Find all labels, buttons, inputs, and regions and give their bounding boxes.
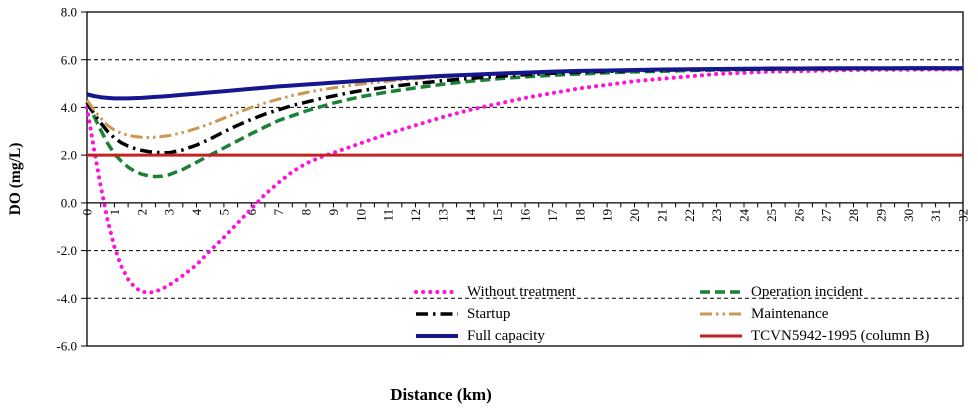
plot-generated-layer: 0 1 2 3 4 5 6 7 8 9 10 11 12 13 14 15 16 17 18 19 20 21 22 23 24… bbox=[56, 5, 970, 354]
x-tick-label: 28 bbox=[846, 209, 861, 222]
plot-border bbox=[86, 11, 964, 347]
x-tick-label: 6 bbox=[244, 208, 259, 215]
y-axis-title: DO (mg/L) bbox=[7, 143, 24, 216]
x-tick-label: 21 bbox=[654, 209, 669, 222]
x-tick-label: 32 bbox=[956, 209, 971, 222]
x-tick-label: 5 bbox=[216, 209, 231, 216]
y-tick-label: 2.0 bbox=[61, 148, 77, 163]
x-tick-label: 18 bbox=[572, 209, 587, 222]
x-tick-label: 10 bbox=[353, 209, 368, 222]
x-tick-label: 2 bbox=[134, 209, 149, 216]
x-tick-label: 11 bbox=[381, 209, 396, 222]
x-tick-label: 22 bbox=[682, 209, 697, 222]
x-tick-label: 9 bbox=[326, 209, 341, 216]
y-tick-label: 0.0 bbox=[61, 196, 77, 211]
x-tick-label: 23 bbox=[709, 209, 724, 222]
y-tick-label: -2.0 bbox=[56, 243, 77, 258]
x-tick-label: 19 bbox=[600, 209, 615, 222]
x-tick-label: 3 bbox=[162, 209, 177, 216]
x-tick-label: 25 bbox=[764, 209, 779, 222]
x-tick-label: 26 bbox=[791, 208, 806, 222]
x-tick-label: 1 bbox=[107, 209, 122, 216]
x-tick-label: 15 bbox=[490, 209, 505, 222]
y-tick-label: -4.0 bbox=[56, 291, 77, 306]
series-line-startup bbox=[85, 66, 963, 155]
y-tick-label: -6.0 bbox=[56, 339, 77, 354]
x-tick-label: 16 bbox=[518, 208, 533, 222]
x-axis-title: Distance (km) bbox=[390, 385, 492, 404]
y-tick-label: 8.0 bbox=[61, 5, 77, 20]
x-tick-label: 31 bbox=[928, 209, 943, 222]
x-tick-label: 24 bbox=[737, 208, 752, 222]
series-line-without-treatment bbox=[85, 67, 965, 295]
y-tick-label: 4.0 bbox=[61, 100, 77, 115]
x-tick-label: 13 bbox=[435, 209, 450, 222]
x-tick-label: 30 bbox=[901, 209, 916, 222]
x-tick-label: 12 bbox=[408, 209, 423, 222]
x-tick-label: 0 bbox=[80, 209, 95, 216]
x-tick-label: 29 bbox=[873, 209, 888, 222]
x-tick-label: 14 bbox=[463, 208, 478, 222]
x-tick-label: 7 bbox=[271, 208, 286, 215]
x-tick-label: 4 bbox=[189, 208, 204, 215]
x-tick-label: 27 bbox=[819, 208, 834, 222]
series-line-maintenance bbox=[85, 66, 963, 139]
x-tick-label: 20 bbox=[627, 209, 642, 222]
series-line-full-capacity bbox=[86, 66, 963, 101]
y-tick-label: 6.0 bbox=[61, 52, 77, 67]
x-tick-label: 8 bbox=[299, 209, 314, 216]
x-tick-label: 17 bbox=[545, 208, 560, 222]
series-line-operation-incident bbox=[85, 66, 963, 179]
